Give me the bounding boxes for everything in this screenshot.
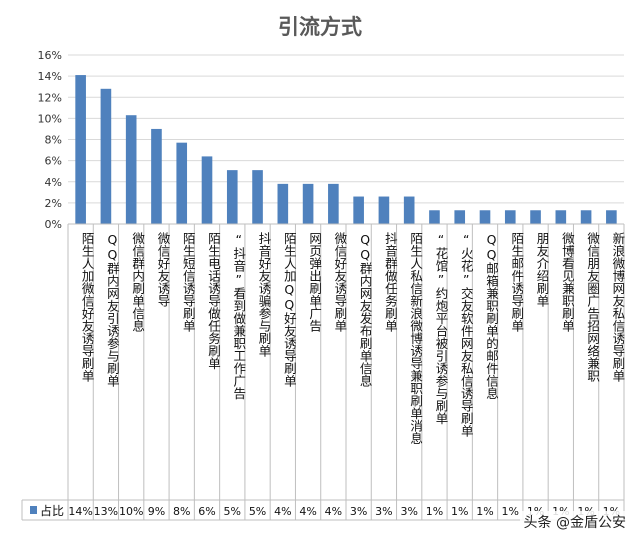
category-label: 陌生电话诱导做任务刷单 xyxy=(206,232,221,370)
category-label: “抖音”看到做兼职工作广告 xyxy=(231,232,247,400)
category-label: 网页弹出刷单广告 xyxy=(307,232,323,332)
category-label: 微博看见兼职刷单 xyxy=(559,232,575,332)
bar xyxy=(75,75,86,224)
table-value-label: 1% xyxy=(502,505,519,518)
bar xyxy=(454,210,466,224)
bar xyxy=(530,210,541,224)
y-tick-label: 4% xyxy=(45,176,62,189)
table-value-label: 4% xyxy=(325,505,342,518)
bar xyxy=(125,115,137,224)
category-label: QQ群内网友发布刷单信息 xyxy=(357,232,373,387)
category-label: 陌生人加微信好友诱导刷单 xyxy=(79,232,95,382)
legend-label: 占比 xyxy=(40,503,64,518)
category-label: 微信群内刷单信息 xyxy=(130,232,146,332)
table-value-label: 13% xyxy=(94,505,118,518)
category-label: 陌生人私信新浪微博诱导兼职刷单消息 xyxy=(408,232,424,445)
bar xyxy=(429,210,440,224)
bar xyxy=(100,88,112,224)
category-label: QQ群内网友引诱参与刷单 xyxy=(104,232,120,387)
bar xyxy=(353,196,364,224)
table-value-label: 4% xyxy=(299,505,316,518)
category-label: 陌生邮件诱导刷单 xyxy=(509,232,525,332)
y-tick-label: 10% xyxy=(38,112,62,125)
bar xyxy=(606,210,617,224)
table-value-label: 9% xyxy=(148,505,165,518)
table-value-label: 3% xyxy=(400,505,417,518)
table-value-label: 1% xyxy=(476,505,493,518)
table-value-label: 1% xyxy=(426,505,443,518)
bar xyxy=(151,128,162,224)
bar xyxy=(226,170,238,224)
table-value-label: 5% xyxy=(224,505,241,518)
watermark: 头条 @金盾公安 xyxy=(519,511,630,533)
bar xyxy=(302,183,314,224)
y-tick-label: 12% xyxy=(38,91,62,104)
chart-title: 引流方式 xyxy=(278,14,362,39)
y-tick-label: 14% xyxy=(38,70,62,83)
y-tick-label: 6% xyxy=(45,155,62,168)
table-value-label: 3% xyxy=(350,505,367,518)
category-label: 微信好友诱导 xyxy=(155,232,171,307)
bar xyxy=(378,196,390,224)
bar xyxy=(504,210,516,224)
table-value-label: 8% xyxy=(173,505,190,518)
category-label: 陌生短信诱导刷单 xyxy=(180,232,196,332)
table-value-label: 5% xyxy=(249,505,266,518)
category-label: 抖音好友诱骗参与刷单 xyxy=(256,232,272,357)
table-value-label: 1% xyxy=(451,505,468,518)
category-label: “花馆”约炮平台被引诱参与刷单 xyxy=(433,232,449,425)
bar xyxy=(277,183,289,224)
category-label: 新浪微博网友私信诱导刷单 xyxy=(610,232,626,382)
bar xyxy=(176,142,188,224)
bars xyxy=(75,75,617,224)
bar xyxy=(328,183,339,224)
category-label: 陌生人加QQ好友诱导刷单 xyxy=(281,232,297,387)
bar xyxy=(555,210,567,224)
table-value-label: 3% xyxy=(375,505,392,518)
y-tick-label: 8% xyxy=(45,134,62,147)
category-label: QQ邮箱兼职刷单的邮件信息 xyxy=(484,232,499,400)
category-label: 微信朋友圈广告招网络兼职 xyxy=(585,232,601,382)
table-value-label: 6% xyxy=(198,505,215,518)
table-value-label: 14% xyxy=(68,505,92,518)
category-label: 朋友介绍刷单 xyxy=(534,232,550,307)
y-tick-label: 2% xyxy=(45,197,62,210)
table-value-label: 4% xyxy=(274,505,291,518)
bar xyxy=(479,210,491,224)
y-axis-ticks: 0% 2% 4% 6% 8% 10% 12% 14% 16% xyxy=(38,49,62,231)
category-label: 微信好友诱导刷单 xyxy=(332,232,348,332)
category-label: 抖音群做任务刷单 xyxy=(382,232,398,332)
bar xyxy=(580,210,592,224)
legend-swatch xyxy=(30,506,37,514)
y-tick-label: 0% xyxy=(45,218,62,231)
y-tick-label: 16% xyxy=(38,49,62,62)
bar xyxy=(201,156,213,224)
bar xyxy=(403,196,415,224)
table-value-label: 10% xyxy=(119,505,143,518)
bar xyxy=(252,170,263,224)
category-label: “火花”交友软件网友私信诱导刷单 xyxy=(458,232,474,437)
